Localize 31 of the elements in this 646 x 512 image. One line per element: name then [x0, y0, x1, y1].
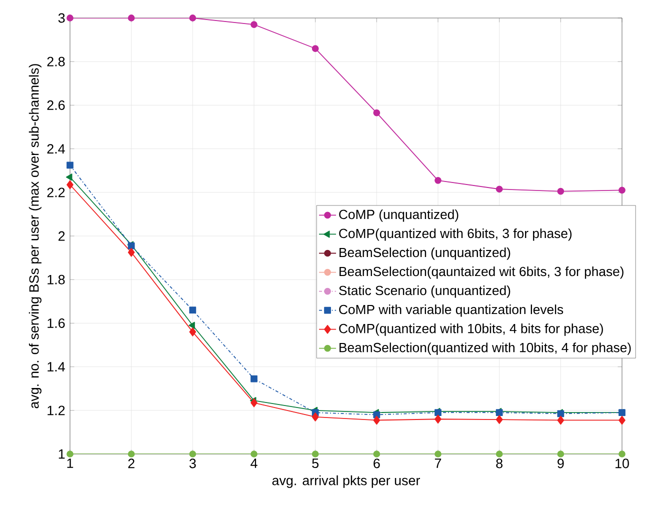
y-tick-label: 1.2 [48, 406, 65, 416]
y-tick-label: 2 [58, 231, 65, 241]
legend-label: BeamSelection (unquantized) [340, 247, 510, 260]
y-tick-label: 2.8 [47, 56, 65, 66]
y-tick-label: 1.6 [48, 318, 65, 328]
x-tick-label: 6 [374, 458, 380, 468]
x-tick-label: 1 [67, 458, 74, 468]
legend-label: CoMP(quantized with 10bits, 4 bits for phase) [339, 324, 603, 336]
x-tick-label: 7 [434, 458, 442, 468]
y-axis-title: avg. no. of serving BSs per user (max over sub-channels) [28, 64, 42, 408]
y-tick-label: 2.6 [47, 100, 65, 110]
legend-label: BeamSelection(qauntaized wit 6bits, 3 for phase) [340, 266, 624, 279]
y-tick-label: 1.4 [48, 362, 65, 372]
x-tick-label: 5 [312, 458, 319, 468]
y-tick-label: 2.2 [47, 188, 65, 198]
y-tick-label: 1 [58, 449, 65, 459]
x-tick-label: 9 [558, 458, 564, 468]
legend-label: CoMP with variable quantization levels [339, 304, 564, 317]
y-tick-label: 2.4 [47, 144, 65, 154]
legend-label: BeamSelection(quantized with 10bits, 4 for phase) [340, 342, 631, 355]
legend-label: Static Scenario (unquantized) [339, 286, 510, 298]
x-tick-label: 10 [616, 458, 629, 468]
x-tick-label: 3 [189, 458, 196, 468]
x-tick-label: 2 [128, 458, 134, 468]
legend-label: CoMP (unquantized) [339, 209, 458, 222]
y-tick-label: 3 [58, 13, 65, 23]
x-tick-label: 4 [250, 458, 258, 468]
legend-label: CoMP(quantized with 6bits, 3 for phase) [339, 228, 572, 241]
y-tick-label: 1.8 [48, 274, 65, 284]
x-axis-title: avg. arrival pkts per user [272, 475, 420, 488]
x-tick-label: 8 [496, 458, 502, 468]
